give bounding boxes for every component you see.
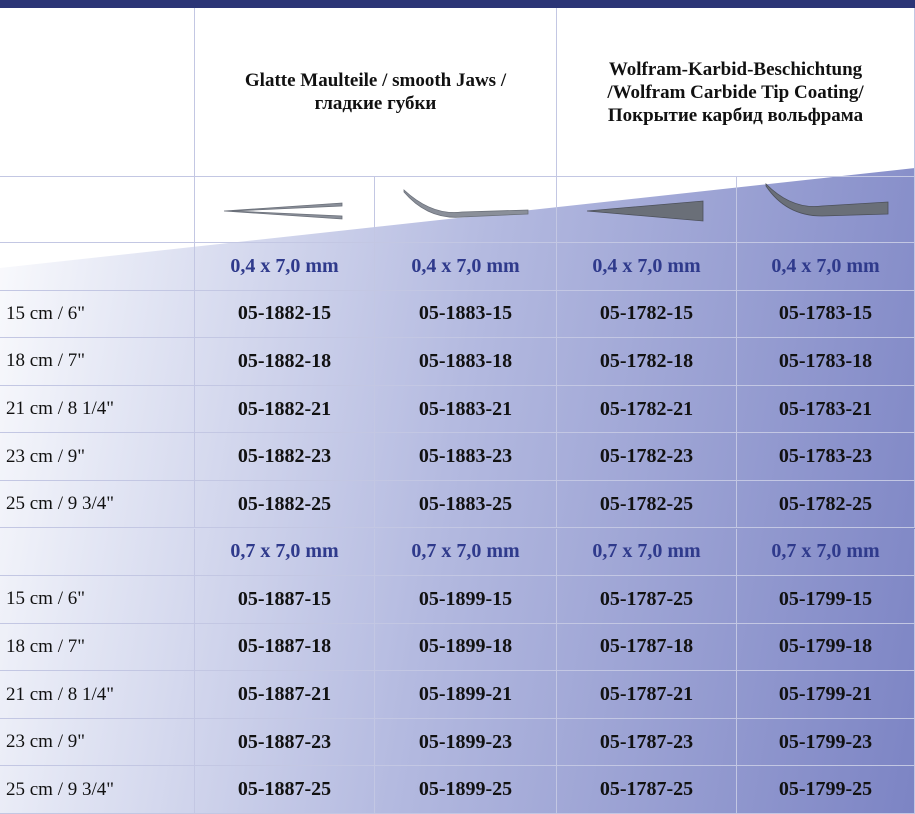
article-code: 05-1882-25 — [195, 480, 375, 529]
article-code: 05-1783-23 — [737, 433, 915, 481]
article-code: 05-1883-18 — [375, 338, 557, 386]
article-code: 05-1782-25 — [737, 480, 915, 529]
article-code: 05-1787-21 — [557, 671, 737, 719]
dimension: 0,4 x 7,0 mm — [737, 243, 915, 291]
dimension: 0,7 x 7,0 mm — [375, 528, 557, 577]
article-code: 05-1887-25 — [195, 766, 375, 814]
article-code: 05-1883-23 — [375, 433, 557, 481]
article-code: 05-1887-18 — [195, 623, 375, 672]
article-code: 05-1782-21 — [557, 385, 737, 434]
article-code: 05-1787-25 — [557, 576, 737, 624]
dimension: 0,7 x 7,0 mm — [557, 528, 737, 577]
article-code: 05-1899-21 — [375, 671, 557, 719]
article-code: 05-1882-21 — [195, 385, 375, 434]
image-cell — [737, 177, 915, 243]
article-code: 05-1899-23 — [375, 718, 557, 767]
article-code: 05-1799-18 — [737, 623, 915, 672]
article-code: 05-1883-25 — [375, 480, 557, 529]
article-code: 05-1782-23 — [557, 433, 737, 481]
dimension: 0,4 x 7,0 mm — [557, 243, 737, 291]
article-code: 05-1899-18 — [375, 623, 557, 672]
article-code: 05-1799-23 — [737, 718, 915, 767]
size-label: 21 cm / 8 1/4" — [0, 671, 195, 719]
tweezer-curved-coated — [765, 183, 889, 217]
article-code: 05-1782-25 — [557, 480, 737, 529]
image-cell — [195, 177, 375, 243]
article-code: 05-1887-21 — [195, 671, 375, 719]
size-cell — [0, 243, 195, 291]
article-code: 05-1899-25 — [375, 766, 557, 814]
size-cell — [0, 528, 195, 577]
size-label: 15 cm / 6" — [0, 290, 195, 339]
image-cell — [0, 177, 195, 243]
size-label: 25 cm / 9 3/4" — [0, 766, 195, 814]
group-title: Wolfram-Karbid-Beschichtung /Wolfram Car… — [557, 8, 915, 177]
top-bar — [0, 0, 915, 8]
size-label: 25 cm / 9 3/4" — [0, 480, 195, 529]
size-label: 15 cm / 6" — [0, 576, 195, 624]
article-code: 05-1783-21 — [737, 385, 915, 434]
tweezer-straight-coated — [586, 200, 704, 222]
article-code: 05-1799-25 — [737, 766, 915, 814]
article-code: 05-1799-15 — [737, 576, 915, 624]
article-code: 05-1883-15 — [375, 290, 557, 339]
size-label: 23 cm / 9" — [0, 433, 195, 481]
article-code: 05-1787-23 — [557, 718, 737, 767]
article-code: 05-1887-23 — [195, 718, 375, 767]
article-code: 05-1787-25 — [557, 766, 737, 814]
article-code: 05-1882-15 — [195, 290, 375, 339]
dimension: 0,4 x 7,0 mm — [375, 243, 557, 291]
article-code: 05-1783-15 — [737, 290, 915, 339]
article-code: 05-1899-15 — [375, 576, 557, 624]
corner-cell — [0, 8, 195, 177]
article-code: 05-1883-21 — [375, 385, 557, 434]
size-label: 18 cm / 7" — [0, 338, 195, 386]
article-code: 05-1782-18 — [557, 338, 737, 386]
dimension: 0,4 x 7,0 mm — [195, 243, 375, 291]
size-label: 23 cm / 9" — [0, 718, 195, 767]
group-title: Glatte Maulteile / smooth Jaws / гладкие… — [195, 8, 557, 177]
article-code: 05-1782-15 — [557, 290, 737, 339]
article-code: 05-1783-18 — [737, 338, 915, 386]
tweezer-curved — [403, 189, 529, 218]
article-code: 05-1787-18 — [557, 623, 737, 672]
size-label: 18 cm / 7" — [0, 623, 195, 672]
article-code: 05-1882-18 — [195, 338, 375, 386]
article-code: 05-1882-23 — [195, 433, 375, 481]
tweezer-straight — [223, 202, 343, 220]
dimension: 0,7 x 7,0 mm — [195, 528, 375, 577]
image-cell — [375, 177, 557, 243]
article-code: 05-1799-21 — [737, 671, 915, 719]
image-cell — [557, 177, 737, 243]
article-code: 05-1887-15 — [195, 576, 375, 624]
size-label: 21 cm / 8 1/4" — [0, 385, 195, 434]
dimension: 0,7 x 7,0 mm — [737, 528, 915, 577]
